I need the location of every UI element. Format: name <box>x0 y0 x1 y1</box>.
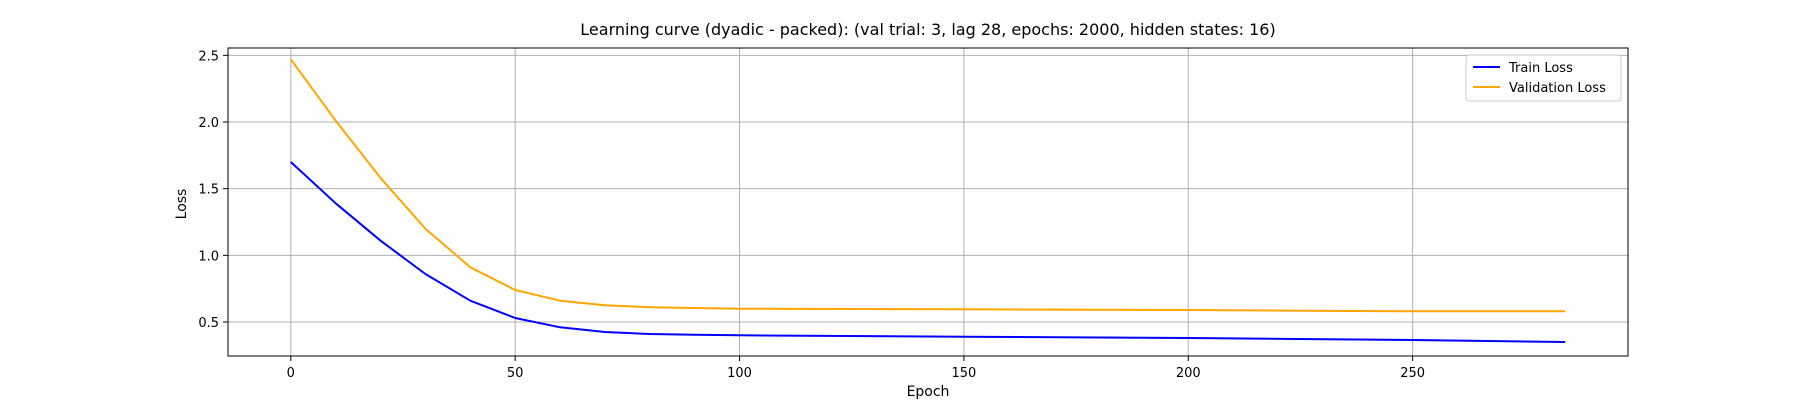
chart-title: Learning curve (dyadic - packed): (val t… <box>580 20 1275 39</box>
x-axis-label: Epoch <box>907 384 950 400</box>
validation-loss-line <box>289 58 1566 313</box>
x-tick-label: 250 <box>1400 366 1425 381</box>
y-tick-label: 1.5 <box>198 183 219 198</box>
legend-label-validation: Validation Loss <box>1509 81 1606 96</box>
x-tick-label: 0 <box>287 366 295 381</box>
legend-box <box>1465 54 1622 102</box>
x-tick-label: 50 <box>507 366 524 381</box>
y-tick-label: 2.0 <box>198 116 219 131</box>
legend-label-train: Train Loss <box>1508 61 1573 76</box>
y-tick-label: 0.5 <box>198 316 219 331</box>
y-axis: 0.5 1.0 1.5 2.0 2.5 <box>198 49 228 331</box>
grid <box>228 48 1628 356</box>
x-tick-label: 200 <box>1176 366 1201 381</box>
series-lines <box>289 58 1566 343</box>
legend: Train Loss Validation Loss <box>1465 54 1622 102</box>
plot-frame <box>227 47 1629 357</box>
x-tick-label: 150 <box>951 366 976 381</box>
y-axis-label: Loss <box>174 189 190 220</box>
x-tick-label: 100 <box>727 366 752 381</box>
y-tick-label: 1.0 <box>198 249 219 264</box>
train-loss-line <box>290 161 1566 343</box>
x-axis: 0 50 100 150 200 250 <box>287 356 1425 381</box>
y-tick-label: 2.5 <box>198 49 219 64</box>
